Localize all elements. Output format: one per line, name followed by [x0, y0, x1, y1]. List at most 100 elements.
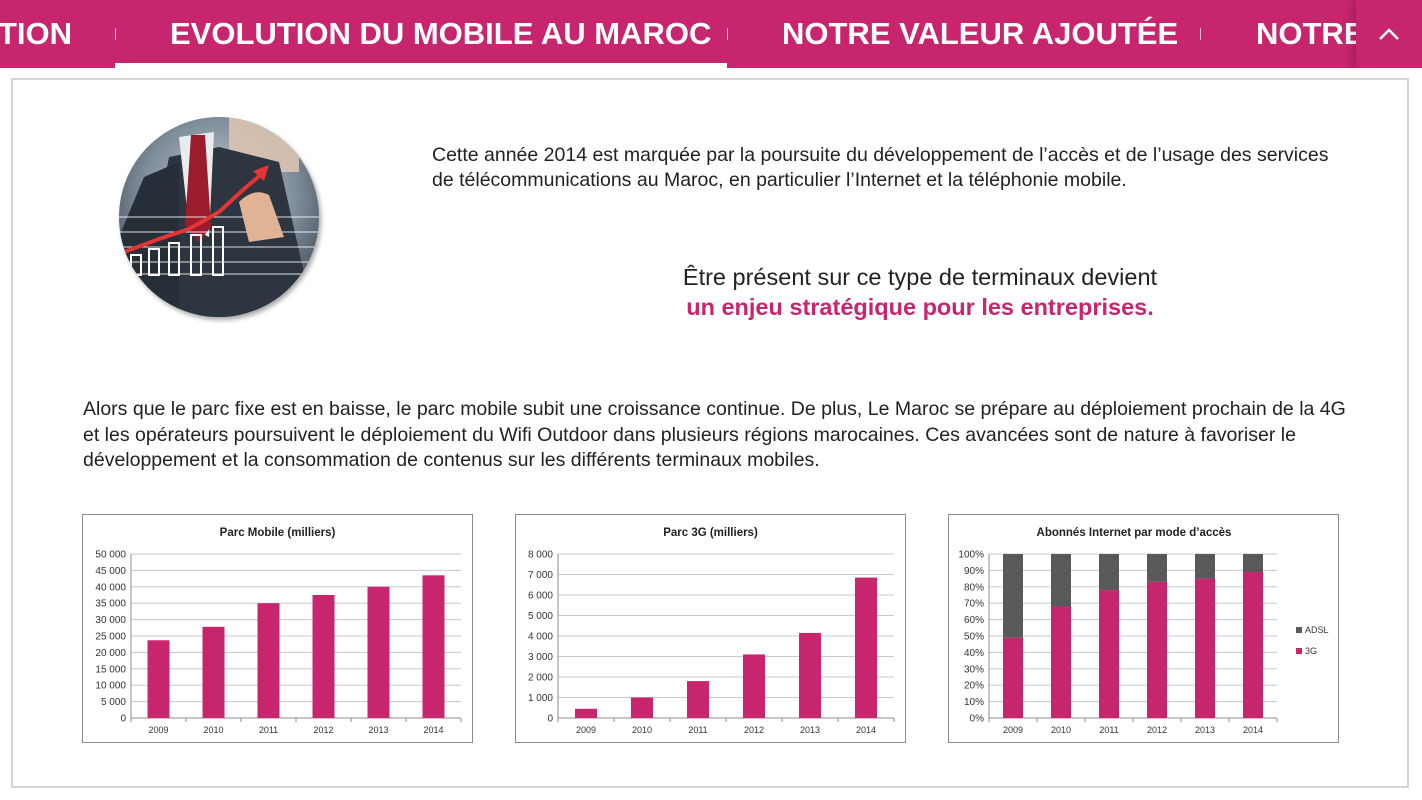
chart-abonnes-internet: Abonnés Internet par mode d’accès 0% 10% 20… — [948, 514, 1339, 743]
bar-adsl — [1051, 554, 1071, 607]
y-tick-label: 0% — [970, 714, 985, 725]
x-tick-label: 2013 — [1195, 725, 1215, 735]
bar-3g — [1051, 606, 1071, 718]
x-tick-label: 2011 — [688, 725, 707, 735]
tab-label: EVOLUTION DU MOBILE AU MAROC — [170, 16, 712, 51]
bar-3g — [1099, 590, 1119, 718]
y-tick-label: 90% — [964, 566, 984, 577]
tab-separator — [1200, 28, 1201, 40]
bar — [257, 603, 280, 718]
bar-adsl — [1003, 554, 1023, 638]
bar-adsl — [1099, 554, 1119, 591]
y-tick-label: 10% — [964, 697, 984, 708]
bar-3g — [1147, 581, 1167, 718]
y-tick-label: 4 000 — [528, 632, 553, 643]
x-tick-label: 2013 — [800, 725, 820, 735]
legend-label: ADSL — [1305, 625, 1329, 635]
tab-evolution-mobile-maroc[interactable]: EVOLUTION DU MOBILE AU MAROC — [115, 0, 727, 68]
bar — [631, 697, 653, 718]
chart-parc-3g: Parc 3G (milliers) 0 1 000 2 000 3 000 4 000 5… — [515, 514, 906, 743]
x-tick-label: 2014 — [856, 725, 876, 735]
x-tick-label: 2014 — [1243, 725, 1263, 735]
bar-adsl — [1243, 554, 1263, 573]
x-tick-label: 2009 — [1003, 725, 1023, 735]
x-tick-label: 2010 — [1051, 725, 1071, 735]
y-tick-label: 25 000 — [95, 632, 126, 643]
y-tick-label: 70% — [964, 599, 984, 610]
y-tick-label: 35 000 — [95, 599, 126, 610]
bar — [422, 575, 445, 718]
y-tick-label: 20% — [964, 681, 984, 692]
x-tick-label: 2012 — [744, 725, 764, 735]
y-tick-label: 50% — [964, 632, 984, 643]
legend-swatch — [1296, 648, 1302, 654]
x-tick-label: 2013 — [368, 725, 388, 735]
y-tick-label: 3 000 — [528, 652, 553, 663]
y-tick-label: 20 000 — [95, 648, 126, 659]
highlight-quote: Être présent sur ce type de terminaux de… — [520, 262, 1320, 322]
tab-separator — [115, 28, 116, 40]
y-tick-label: 30 000 — [95, 615, 126, 626]
bar — [743, 654, 765, 718]
bar-adsl — [1147, 554, 1167, 582]
bar-adsl — [1195, 554, 1215, 579]
y-tick-label: 8 000 — [528, 550, 553, 561]
y-tick-label: 40% — [964, 648, 984, 659]
x-tick-label: 2012 — [313, 725, 333, 735]
x-tick-label: 2012 — [1147, 725, 1167, 735]
y-tick-label: 0 — [120, 714, 126, 725]
bar-3g — [1003, 637, 1023, 718]
bar-3g — [1195, 578, 1215, 718]
bar — [367, 586, 390, 718]
legend-label: 3G — [1305, 646, 1317, 656]
x-tick-label: 2014 — [423, 725, 443, 735]
bar — [202, 626, 225, 718]
y-tick-label: 15 000 — [95, 664, 126, 675]
bar — [147, 640, 170, 718]
y-tick-label: 50 000 — [95, 550, 126, 561]
y-tick-label: 0 — [547, 714, 553, 725]
y-tick-label: 10 000 — [95, 681, 126, 692]
quote-line: Être présent sur ce type de terminaux de… — [682, 264, 1158, 290]
tab-notre[interactable]: NOTRE — [1256, 16, 1365, 51]
x-tick-label: 2009 — [576, 725, 596, 735]
y-tick-label: 30% — [964, 664, 984, 675]
tab-presentation[interactable]: TION — [0, 16, 73, 51]
collapse-nav-button[interactable] — [1356, 0, 1422, 68]
y-tick-label: 60% — [964, 615, 984, 626]
x-tick-label: 2010 — [632, 725, 652, 735]
x-tick-label: 2009 — [148, 725, 168, 735]
bar — [312, 595, 335, 718]
y-tick-label: 7 000 — [528, 570, 553, 581]
chart-parc-mobile: Parc Mobile (milliers) 0 5 000 10 000 15 000… — [82, 514, 473, 743]
y-tick-label: 80% — [964, 582, 984, 593]
y-tick-label: 2 000 — [528, 673, 553, 684]
y-tick-label: 5 000 — [101, 697, 126, 708]
y-tick-label: 1 000 — [528, 693, 553, 704]
bar — [687, 681, 709, 718]
context-paragraph: Alors que le parc fixe est en baisse, le… — [83, 398, 1346, 471]
x-tick-label: 2010 — [203, 725, 223, 735]
tab-separator — [727, 28, 728, 40]
quote-emphasis: un enjeu stratégique pour les entreprise… — [686, 294, 1154, 320]
bar — [799, 632, 821, 718]
bar — [855, 577, 877, 718]
business-growth-photo — [119, 117, 319, 317]
chart-title: Parc Mobile (milliers) — [220, 527, 336, 539]
chevron-up-icon — [1379, 28, 1399, 40]
x-tick-label: 2011 — [1099, 725, 1118, 735]
bar — [575, 708, 597, 718]
section-nav-bar: TION EVOLUTION DU MOBILE AU MAROC NOTRE … — [0, 0, 1422, 68]
intro-text: Cette année 2014 est marquée par la pour… — [432, 144, 1329, 191]
x-tick-label: 2011 — [259, 725, 278, 735]
y-tick-label: 45 000 — [95, 566, 126, 577]
y-tick-label: 6 000 — [528, 591, 553, 602]
tab-notre-valeur-ajoutee[interactable]: NOTRE VALEUR AJOUTÉE — [782, 16, 1179, 51]
chart-title: Abonnés Internet par mode d’accès — [1037, 527, 1232, 539]
y-tick-label: 5 000 — [528, 611, 553, 622]
legend-swatch — [1296, 627, 1302, 633]
y-tick-label: 100% — [958, 550, 984, 561]
chart-title: Parc 3G (milliers) — [663, 527, 758, 539]
bar-3g — [1243, 572, 1263, 718]
y-tick-label: 40 000 — [95, 582, 126, 593]
